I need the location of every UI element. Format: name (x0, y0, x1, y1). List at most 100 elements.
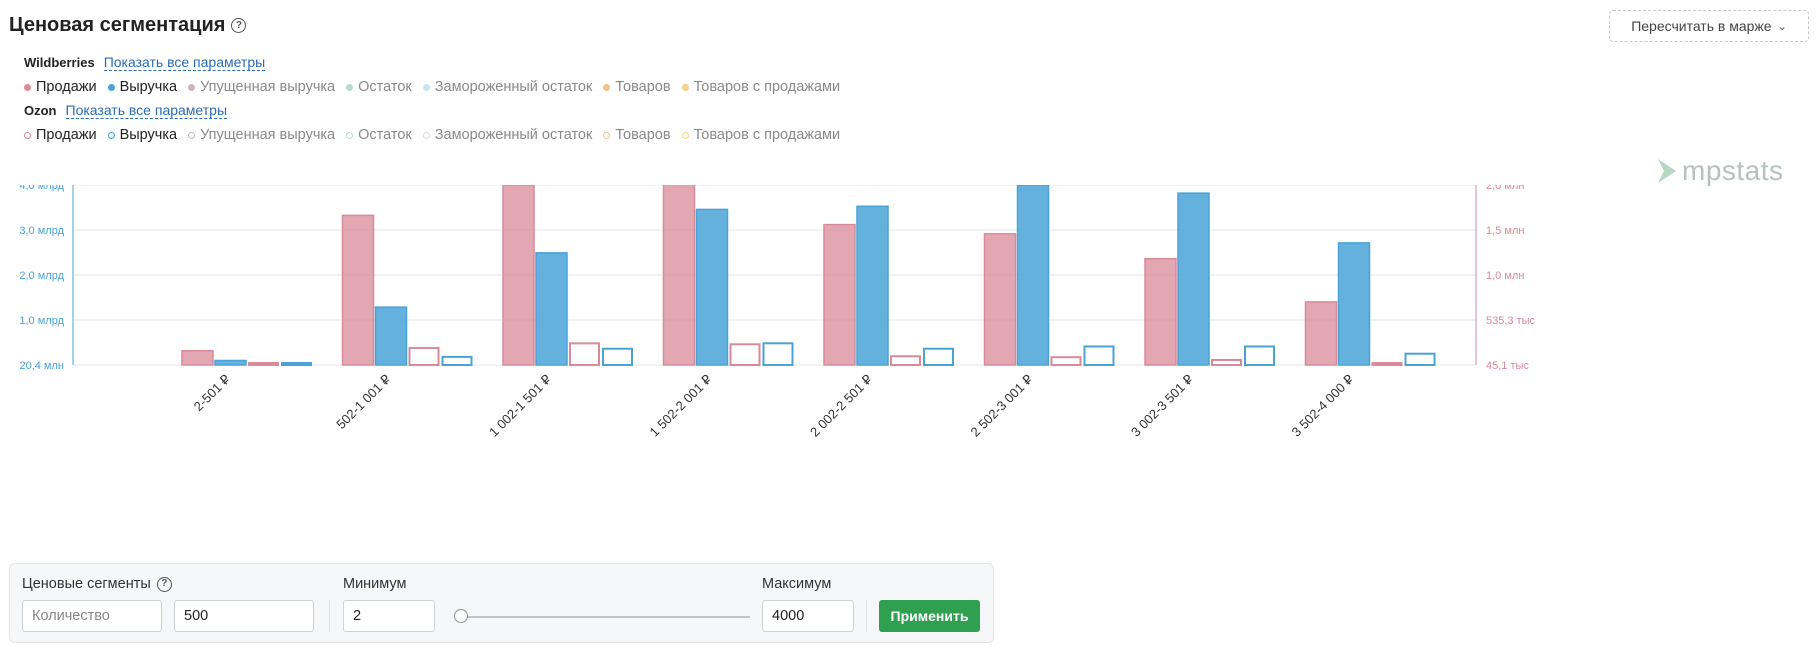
show-all-params-link[interactable]: Показать все параметры (103, 54, 266, 71)
question-circle-icon[interactable]: ? (231, 18, 247, 33)
legend-label: Товаров (615, 127, 671, 143)
bar[interactable] (602, 347, 633, 366)
legend-label: Товаров (615, 79, 671, 95)
legend-item[interactable]: Выручка (107, 127, 177, 143)
x-tick-label: 2 502-3 001 ₽ (968, 372, 1036, 440)
price-range-slider-thumb[interactable] (454, 609, 468, 623)
bar[interactable] (181, 349, 214, 366)
bar[interactable] (662, 185, 696, 366)
recalc-margin-label: Пересчитать в марже (1631, 18, 1772, 34)
bar[interactable] (762, 342, 794, 367)
price-segments-panel: Ценовые сегменты ? Минимум Максимум Прим… (9, 563, 994, 643)
bar[interactable] (890, 355, 921, 367)
marketplace-row-ozon: Ozon Показать все параметры (24, 102, 228, 119)
page-title: Ценовая сегментация (9, 14, 226, 36)
mpstats-logo-icon (1658, 159, 1676, 183)
bar[interactable] (281, 362, 312, 366)
bar[interactable] (569, 342, 600, 367)
legend-item[interactable]: Товаров с продажами (681, 127, 840, 143)
legend-item[interactable]: Замороженный остаток (422, 79, 593, 95)
legend-item[interactable]: Товаров (603, 79, 671, 95)
bar[interactable] (923, 347, 954, 366)
bar[interactable] (1371, 362, 1403, 366)
divider (866, 600, 867, 632)
max-price-input[interactable] (762, 600, 854, 632)
bar[interactable] (1337, 242, 1371, 366)
x-tick-label: 1 502-2 001 ₽ (647, 372, 715, 440)
legend-item[interactable]: Упущенная выручка (188, 127, 335, 143)
legend-marker-icon (681, 131, 689, 139)
min-price-input[interactable] (343, 600, 435, 632)
legend-item[interactable]: Замороженный остаток (422, 127, 592, 143)
legend-marker-icon (107, 83, 115, 91)
legend-item[interactable]: Упущенная выручка (188, 79, 335, 95)
legend-item[interactable]: Товаров (603, 127, 671, 143)
y-tick-left: 2,0 млрд (19, 270, 64, 282)
y-tick-left: 1,0 млрд (19, 315, 64, 327)
legend-label: Продажи (36, 127, 97, 143)
y-axis-left: 20,4 млн 1,0 млрд 2,0 млрд 3,0 млрд 4,0 млрд (19, 185, 64, 372)
legend-marker-icon (346, 83, 354, 91)
bar[interactable] (1211, 358, 1242, 366)
legend-ozon: Продажи Выручка Упущенная выручка Остаток За… (24, 127, 851, 143)
chevron-down-icon: ⌄ (1777, 20, 1787, 33)
legend-item[interactable]: Товаров с продажами (681, 79, 841, 95)
bar[interactable] (502, 185, 535, 366)
legend-item[interactable]: Остаток (346, 127, 412, 143)
segment-count-input[interactable] (22, 600, 162, 632)
legend-marker-icon (188, 83, 196, 91)
marketplace-name: Wildberries (24, 55, 95, 70)
legend-label: Упущенная выручка (200, 79, 336, 95)
apply-button[interactable]: Применить (879, 600, 980, 632)
y-tick-left: 20,4 млн (19, 360, 64, 372)
bar[interactable] (1177, 192, 1210, 366)
price-range-slider-track[interactable] (460, 616, 750, 618)
y-tick-right: 1,5 млн (1486, 225, 1524, 237)
bar[interactable] (408, 346, 440, 366)
segments-label-wrap: Ценовые сегменты ? (22, 576, 172, 592)
segment-step-input[interactable] (174, 600, 314, 632)
segments-label: Ценовые сегменты (22, 576, 151, 592)
bar[interactable] (248, 362, 279, 366)
legend-label: Продажи (36, 79, 97, 95)
legend-item[interactable]: Остаток (346, 79, 412, 95)
bar[interactable] (823, 223, 856, 366)
min-label: Минимум (343, 576, 407, 592)
bar[interactable] (1244, 345, 1275, 366)
bar[interactable] (1404, 352, 1436, 366)
y-tick-right: 45,1 тыс (1486, 360, 1529, 372)
legend-label: Остаток (358, 127, 412, 143)
legend-marker-icon (603, 83, 611, 91)
bar[interactable] (441, 355, 473, 367)
bar[interactable] (1083, 345, 1115, 366)
y-tick-left: 3,0 млрд (19, 225, 64, 237)
bar[interactable] (1016, 185, 1050, 366)
brand-logo: mpstats (1656, 155, 1784, 187)
question-circle-icon[interactable]: ? (156, 576, 172, 592)
bar[interactable] (341, 214, 375, 366)
bar[interactable] (983, 233, 1017, 366)
marketplace-name: Ozon (24, 103, 57, 118)
legend-label: Замороженный остаток (434, 79, 593, 95)
bar[interactable] (374, 306, 408, 366)
bar[interactable] (1144, 257, 1177, 366)
recalc-margin-button[interactable]: Пересчитать в марже ⌄ (1609, 10, 1809, 42)
divider (329, 600, 330, 632)
bar[interactable] (214, 359, 247, 366)
bar[interactable] (856, 205, 889, 366)
legend-item[interactable]: Продажи (24, 127, 97, 143)
bar[interactable] (729, 343, 761, 367)
show-all-params-link[interactable]: Показать все параметры (65, 102, 228, 119)
x-tick-label: 502-1 001 ₽ (333, 372, 393, 432)
legend-item[interactable]: Выручка (107, 79, 177, 95)
bar[interactable] (1050, 356, 1082, 367)
x-tick-label: 2 002-2 501 ₽ (807, 372, 875, 440)
bar[interactable] (695, 208, 729, 366)
legend-label: Товаров с продажами (693, 79, 841, 95)
bar[interactable] (535, 252, 568, 366)
bar[interactable] (1304, 301, 1338, 366)
legend-item[interactable]: Продажи (24, 79, 97, 95)
legend-marker-icon (346, 131, 354, 139)
grid-lines (72, 185, 1477, 366)
legend-marker-icon (188, 131, 196, 139)
